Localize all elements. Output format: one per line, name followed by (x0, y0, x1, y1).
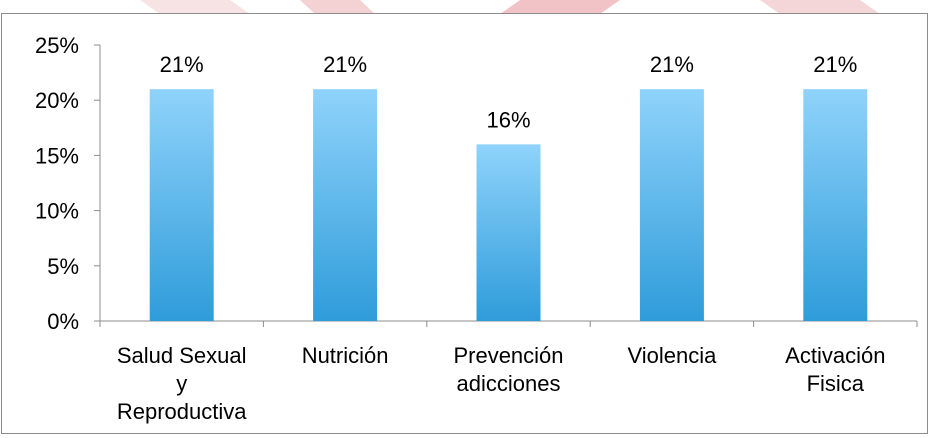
data-label: 21% (323, 52, 367, 77)
x-tick-label: adicciones (457, 371, 561, 396)
x-tick-label: Reproductiva (117, 399, 247, 424)
x-tick-label: Prevención (453, 343, 563, 368)
x-tick-label: y (176, 371, 187, 396)
x-tick-label: Activación (785, 343, 885, 368)
bar (639, 89, 704, 321)
y-tick-label: 10% (35, 199, 79, 224)
data-label: 21% (160, 52, 204, 77)
data-label: 21% (650, 52, 694, 77)
y-tick-label: 25% (35, 33, 79, 58)
data-label: 21% (813, 52, 857, 77)
bar (803, 89, 868, 321)
bar (476, 144, 541, 321)
x-tick-label: Nutrición (302, 343, 389, 368)
y-tick-label: 0% (47, 309, 79, 334)
bar (313, 89, 378, 321)
y-tick-label: 5% (47, 254, 79, 279)
data-label: 16% (486, 107, 530, 132)
y-tick-label: 15% (35, 143, 79, 168)
y-tick-label: 20% (35, 88, 79, 113)
bar (149, 89, 214, 321)
bars (149, 89, 868, 321)
x-tick-label: Fisica (807, 371, 865, 396)
x-tick-label: Violencia (627, 343, 717, 368)
labels: 0% 5% 10% 15% 20% 25% 21% Salud Sexual y Reproduc… (35, 33, 885, 424)
x-tick-label: Salud Sexual (117, 343, 247, 368)
